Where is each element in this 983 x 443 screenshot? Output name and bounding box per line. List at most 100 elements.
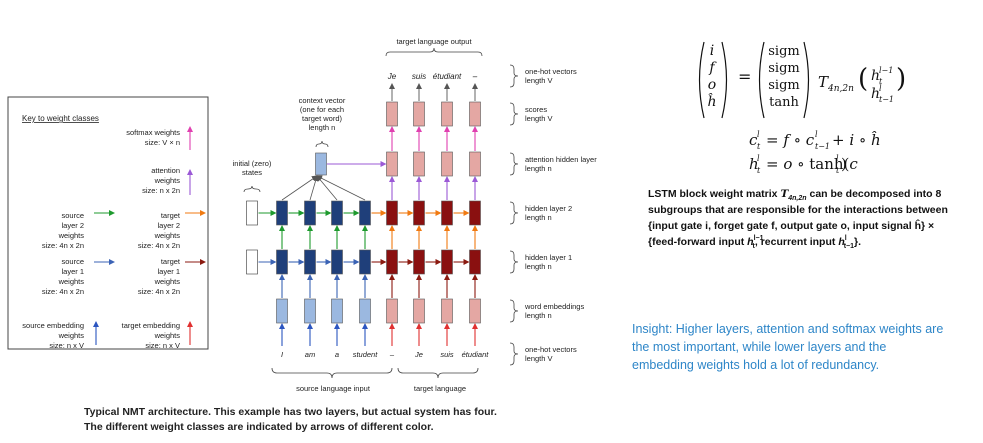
initial-brace [243,185,261,193]
caption-line-2: The different weight classes are indicat… [84,421,434,433]
context-vector-label: length n [309,123,336,132]
source-brace [271,367,393,379]
c-eq-sup: l [815,130,818,139]
initial-state-l1 [246,249,258,275]
src-hidden-l1 [331,249,343,275]
source-input-label: source language input [296,384,371,393]
source-word: – [389,350,395,359]
context-vector-label: (one for each [300,105,344,114]
c-eq-lhs-sup: l [757,130,760,139]
key-tgtemb-label: target embedding [122,321,180,330]
layer-label: one-hot vectors [525,67,577,76]
gate-symbol: ĥ [707,92,716,110]
score-cell [413,101,425,127]
right-brace [509,152,519,176]
activation-fn: sigm [768,44,799,59]
initial-states-label: states [242,168,262,177]
attention-hidden [386,151,398,177]
right-brace [509,201,519,225]
tgt-hidden-l2 [413,200,425,226]
layer-label: length V [525,76,553,85]
tgt-embedding [441,298,453,324]
h-eq-rhs: = o ∘ tanh(c [766,155,858,173]
key-srcemb-label: source embedding [22,321,84,330]
layer-label: hidden layer 2 [525,204,572,213]
insight-text: Insight: Higher layers, attention and so… [632,322,943,372]
src-hidden-l2 [359,200,371,226]
h-vec-top-sub: t [879,77,883,86]
initial-state-l2 [246,200,258,226]
matrix-subscript: 4n,2n [827,84,854,94]
key-tgt1-label: weights [154,277,181,286]
key-src1-label: weights [58,277,85,286]
caption-line-1: Typical NMT architecture. This example h… [84,406,497,418]
target-brace [397,367,479,379]
h-vec-top: h [871,68,880,84]
top-brace [385,47,483,57]
key-srcemb-label: weights [58,331,85,340]
key-softmax-label: size: V × n [145,138,180,147]
activation-fn: sigm [768,78,799,93]
tgt-embedding [386,298,398,324]
activation-fn: tanh [769,95,799,110]
attention-hidden [441,151,453,177]
key-tgtemb-label: size: n x V [145,341,180,350]
source-word: am [305,350,315,359]
paren-left-open [698,41,705,119]
weight-key-box: Key to weight classes softmax weightssiz… [7,96,209,350]
target-input-word: étudiant [462,350,490,359]
key-tgt1-label: target [161,257,181,266]
src-hidden-l2 [276,200,288,226]
c-eq-rest: + i ∘ ĥ [832,131,881,149]
lstm-line-1: LSTM block weight matrix T4n,2n can be d… [648,188,942,202]
layer-label: length n [525,262,552,271]
output-word: suis [412,72,426,81]
matrix-symbol: T [818,73,829,91]
key-tgt2-label: layer 2 [157,221,180,230]
context-arrow [281,175,318,201]
src-embedding [304,298,316,324]
layer-label: length n [525,164,552,173]
paren-mid-open [758,41,765,119]
lstm-line-2: subgroups that are responsible for the i… [648,204,948,216]
source-word: student [353,350,379,359]
h-eq-lhs-sub: t [757,166,761,175]
right-brace [509,299,519,323]
key-attention-label: attention [151,166,180,175]
lstm-description: LSTM block weight matrix T4n,2n can be d… [648,188,948,250]
insight-line-2: the most important, while lower layers a… [632,340,886,354]
h-eq-sup: l [836,154,839,163]
top-label: target language output [396,37,472,46]
h-eq-close: ) [841,155,847,173]
tgt-hidden-l1 [441,249,453,275]
lstm-line-3: {input gate i, forget gate f, output gat… [648,218,934,232]
score-cell [386,101,398,127]
key-attention-label: weights [154,176,181,185]
key-tgt2-label: weights [154,231,181,240]
c-eq-rhs: = f ∘ c [766,131,815,149]
equals-sign: = [738,67,751,86]
key-tgt1-label: layer 1 [157,267,180,276]
h-vec-top-sup: l−1 [879,66,893,75]
output-word: – [472,72,478,81]
tgt-hidden-l2 [469,200,481,226]
key-tgtemb-label: weights [154,331,181,340]
right-brace [509,64,519,88]
tgt-hidden-l1 [413,249,425,275]
key-src2-label: layer 2 [61,221,84,230]
gate-symbol: f [708,60,717,76]
attention-hidden [469,151,481,177]
target-input-word: suis [440,350,454,359]
h-eq-lhs: h [749,155,759,173]
src-hidden-l2 [331,200,343,226]
layer-label: scores [525,105,547,114]
context-arrow [316,175,338,201]
src-hidden-l1 [304,249,316,275]
key-tgt2-label: size: 4n x 2n [138,241,180,250]
gate-symbol: i [710,43,714,59]
src-embedding [359,298,371,324]
key-src1-label: source [61,257,84,266]
key-src2-label: source [61,211,84,220]
key-title: Key to weight classes [22,114,99,123]
attention-hidden [413,151,425,177]
